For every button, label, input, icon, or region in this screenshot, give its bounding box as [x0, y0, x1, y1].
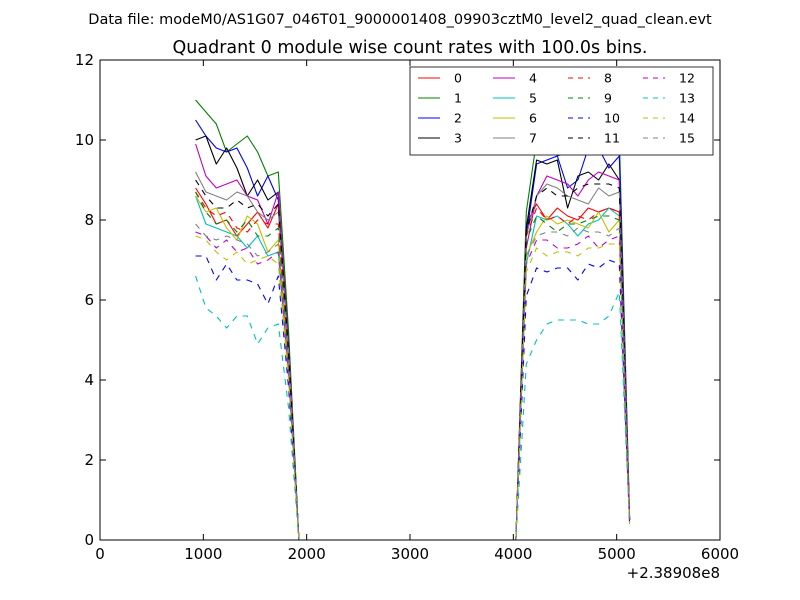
- legend-label: 7: [529, 131, 537, 146]
- legend-label: 12: [679, 71, 695, 86]
- legend-label: 15: [679, 131, 695, 146]
- figure-suptitle: Data file: modeM0/AS1G07_046T01_90000014…: [88, 12, 712, 28]
- legend-box: [409, 66, 714, 156]
- x-tick-label: 4000: [494, 545, 532, 563]
- x-tick-label: 0: [95, 545, 105, 563]
- y-tick-label: 10: [75, 131, 94, 149]
- y-tick-label: 12: [75, 51, 94, 69]
- x-tick-label: 2000: [288, 545, 326, 563]
- legend-label: 1: [454, 91, 462, 106]
- series-line-13: [195, 275, 631, 541]
- x-tick-label: 3000: [391, 545, 429, 563]
- legend-entry-14: 14: [643, 111, 695, 126]
- legend-label: 2: [454, 111, 462, 126]
- x-tick-label: 5000: [598, 545, 636, 563]
- y-tick-label: 2: [84, 451, 94, 469]
- legend-entry-10: 10: [568, 111, 620, 126]
- legend-entry-8: 8: [568, 71, 612, 86]
- legend-label: 4: [529, 71, 537, 86]
- legend-entry-5: 5: [493, 91, 537, 106]
- legend-entry-1: 1: [418, 91, 462, 106]
- series-line-15: [195, 223, 631, 541]
- legend-entry-6: 6: [493, 111, 537, 126]
- legend-entry-2: 2: [418, 111, 462, 126]
- legend-entry-13: 13: [643, 91, 695, 106]
- legend-label: 3: [454, 131, 462, 146]
- legend-label: 13: [679, 91, 695, 106]
- legend-entry-15: 15: [643, 131, 695, 146]
- legend-label: 0: [454, 71, 462, 86]
- legend-label: 8: [604, 71, 612, 86]
- legend-entry-4: 4: [493, 71, 537, 86]
- series-line-9: [195, 191, 631, 541]
- y-tick-label: 8: [84, 211, 94, 229]
- legend-label: 6: [529, 111, 537, 126]
- legend-entry-7: 7: [493, 131, 537, 146]
- legend-label: 10: [604, 111, 620, 126]
- y-tick-label: 0: [84, 531, 94, 549]
- legend-label: 9: [604, 91, 612, 106]
- y-tick-label: 6: [84, 291, 94, 309]
- series-line-12: [195, 231, 631, 541]
- legend-entry-12: 12: [643, 71, 695, 86]
- x-tick-label: 6000: [701, 545, 739, 563]
- chart-title: Quadrant 0 module wise count rates with …: [173, 38, 648, 58]
- legend-label: 14: [679, 111, 695, 126]
- legend-label: 11: [604, 131, 620, 146]
- legend-entry-3: 3: [418, 131, 462, 146]
- y-tick-label: 4: [84, 371, 94, 389]
- legend-label: 5: [529, 91, 537, 106]
- legend-entry-9: 9: [568, 91, 612, 106]
- x-tick-label: 1000: [184, 545, 222, 563]
- x-offset-label: +2.38908e8: [627, 564, 720, 582]
- legend-entry-0: 0: [418, 71, 462, 86]
- series-line-10: [195, 255, 631, 541]
- legend-entry-11: 11: [568, 131, 620, 146]
